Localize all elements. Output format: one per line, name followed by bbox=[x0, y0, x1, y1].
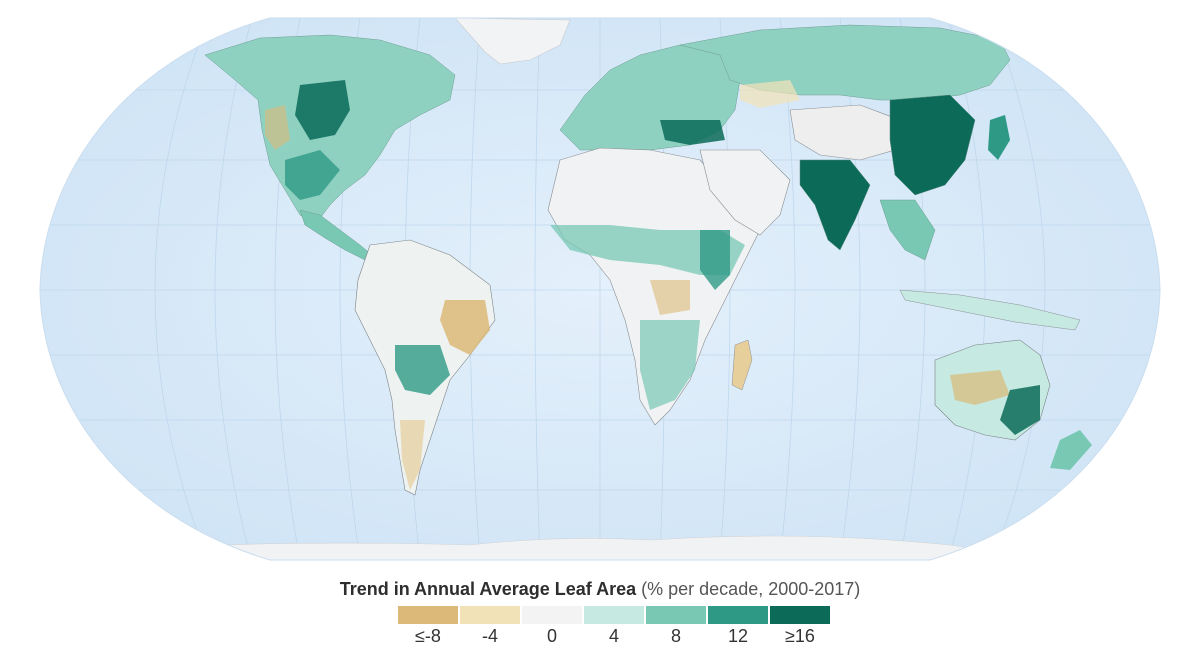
legend-tick-label: ≥16 bbox=[785, 626, 815, 646]
world-map bbox=[39, 17, 1161, 561]
australia-east-green bbox=[1000, 385, 1040, 435]
legend-title: Trend in Annual Average Leaf Area (% per… bbox=[0, 579, 1200, 600]
brazil-east-dry bbox=[440, 300, 490, 355]
legend-tick-label: ≤-8 bbox=[415, 626, 441, 646]
legend-swatch bbox=[708, 606, 768, 624]
southern-africa-mix bbox=[640, 320, 700, 410]
legend-title-bold: Trend in Annual Average Leaf Area bbox=[339, 579, 637, 599]
legend: Trend in Annual Average Leaf Area (% per… bbox=[0, 575, 1200, 657]
usa-southeast-green bbox=[285, 150, 340, 200]
legend-tick-label: 0 bbox=[546, 626, 557, 646]
legend-swatch-row bbox=[398, 606, 830, 624]
east-africa-green bbox=[700, 230, 730, 290]
legend-swatch bbox=[398, 606, 458, 624]
russia-dry-patch bbox=[740, 80, 800, 108]
madagascar bbox=[731, 339, 753, 391]
legend-tick-label: -4 bbox=[481, 626, 498, 646]
legend-swatch bbox=[646, 606, 706, 624]
patagonia-dry bbox=[400, 420, 425, 490]
legend-tick-row: ≤-8 -4 0 4 8 12 ≥16 bbox=[398, 626, 830, 652]
mediterranean-green bbox=[660, 120, 725, 145]
legend-swatch bbox=[460, 606, 520, 624]
legend-swatch bbox=[770, 606, 830, 624]
china bbox=[889, 94, 976, 196]
angola-dry bbox=[650, 280, 690, 315]
legend-tick-label: 4 bbox=[608, 626, 619, 646]
greenland bbox=[454, 18, 571, 65]
legend-tick-label: 8 bbox=[670, 626, 681, 646]
tibet bbox=[789, 104, 901, 161]
south-america-south-green bbox=[395, 345, 450, 395]
antarctica bbox=[149, 535, 1051, 560]
india bbox=[799, 159, 871, 251]
legend-swatch bbox=[522, 606, 582, 624]
arabia bbox=[699, 149, 791, 236]
globe-outline bbox=[39, 17, 1161, 561]
southeast-asia bbox=[879, 199, 936, 261]
legend-tick-label: 12 bbox=[727, 626, 749, 646]
australia-dry bbox=[950, 370, 1010, 405]
indonesia bbox=[899, 289, 1081, 331]
usa-west-dry bbox=[265, 105, 290, 150]
legend-swatch bbox=[584, 606, 644, 624]
usa-midwest-green bbox=[295, 80, 350, 140]
legend-title-units: (% per decade, 2000-2017) bbox=[641, 579, 861, 599]
sahel-green bbox=[550, 225, 745, 275]
japan bbox=[988, 115, 1010, 160]
new-zealand bbox=[1050, 430, 1092, 470]
